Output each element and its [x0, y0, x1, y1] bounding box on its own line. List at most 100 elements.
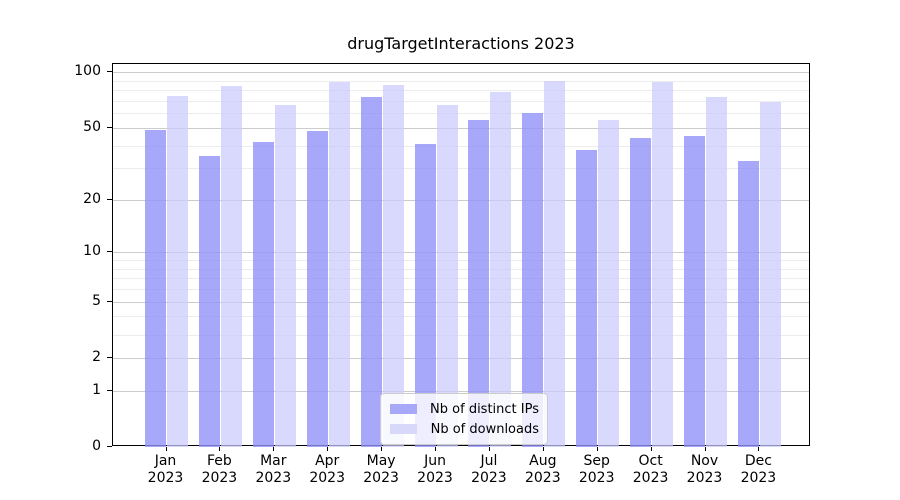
y-tick-label-20: 20	[83, 190, 101, 207]
bar-distinct-ips-mar	[252, 141, 274, 447]
x-tick-month: Nov	[690, 453, 719, 469]
gridline-major-20	[113, 199, 809, 201]
x-tick-label-dec: Dec 2023	[726, 453, 790, 487]
legend-swatch-downloads	[390, 424, 417, 434]
x-tick-mark-may	[381, 447, 383, 451]
gridline-minor-6	[113, 289, 809, 291]
gridline-major-2	[113, 357, 809, 359]
bar-distinct-ips-nov	[684, 136, 705, 447]
bar-distinct-ips-jul	[468, 120, 490, 447]
legend: Nb of distinct IPs Nb of downloads	[380, 393, 548, 445]
bar-distinct-ips-jan	[145, 129, 166, 447]
gridline-minor-90	[113, 80, 809, 82]
x-tick-label-jul: Jul 2023	[457, 453, 521, 487]
legend-label-distinct-ips: Nb of distinct IPs	[430, 401, 539, 417]
x-tick-label-nov: Nov 2023	[673, 453, 737, 487]
gridline-minor-7	[113, 278, 809, 280]
y-tick-label-0: 0	[92, 438, 101, 454]
x-tick-year: 2023	[471, 470, 507, 486]
bar-downloads-nov	[706, 96, 727, 447]
x-tick-label-apr: Apr 2023	[295, 453, 359, 487]
chart-title: drugTargetInteractions 2023	[347, 34, 575, 53]
bar-downloads-jan	[167, 95, 188, 447]
y-tick-label-5: 5	[92, 292, 101, 309]
bar-distinct-ips-feb	[198, 156, 220, 447]
gridline-minor-3	[113, 334, 809, 336]
x-tick-year: 2023	[201, 470, 238, 486]
x-tick-year: 2023	[417, 470, 453, 486]
x-tick-year: 2023	[255, 470, 292, 486]
bar-distinct-ips-aug	[522, 113, 544, 447]
x-tick-month: May	[366, 453, 396, 469]
legend-row-downloads: Nb of downloads	[390, 419, 539, 439]
gridline-major-5	[113, 301, 809, 303]
bar-distinct-ips-jun	[414, 143, 436, 447]
bar-distinct-ips-apr	[306, 131, 328, 447]
x-tick-label-feb: Feb 2023	[187, 453, 251, 487]
y-tick-label-1: 1	[92, 381, 101, 398]
gridline-minor-9	[113, 260, 809, 262]
gridline-major-100	[113, 72, 809, 74]
x-tick-month: Dec	[744, 453, 772, 469]
x-tick-label-may: May 2023	[349, 453, 413, 487]
x-tick-mark-aug	[542, 447, 544, 451]
y-tick-mark-20	[107, 198, 112, 200]
x-tick-mark-dec	[758, 447, 760, 451]
bars-layer	[113, 64, 809, 447]
bar-downloads-aug	[544, 80, 566, 447]
x-tick-year: 2023	[363, 470, 399, 486]
y-tick-mark-100	[107, 71, 112, 73]
x-tick-mark-sep	[596, 447, 598, 451]
y-tick-mark-0	[107, 446, 112, 447]
gridline-major-50	[113, 127, 809, 129]
x-tick-mark-oct	[650, 447, 652, 451]
gridline-minor-80	[113, 90, 809, 92]
x-tick-month: Feb	[206, 453, 232, 469]
bar-downloads-may	[382, 84, 404, 447]
x-tick-month: Aug	[529, 453, 557, 469]
x-tick-label-mar: Mar 2023	[241, 453, 305, 487]
bar-distinct-ips-oct	[630, 138, 652, 447]
gridline-major-1	[113, 390, 809, 392]
x-tick-mark-mar	[273, 447, 275, 451]
bar-downloads-jul	[490, 92, 512, 447]
y-tick-mark-50	[107, 126, 112, 128]
x-tick-month: Mar	[260, 453, 287, 469]
gridline-minor-30	[113, 168, 809, 170]
x-tick-year: 2023	[578, 470, 615, 486]
x-tick-mark-nov	[704, 447, 706, 451]
x-tick-mark-jun	[435, 447, 436, 451]
legend-swatch-distinct-ips	[390, 404, 417, 414]
bar-downloads-sep	[598, 120, 620, 447]
plot-area: Nb of distinct IPs Nb of downloads	[112, 63, 810, 447]
x-tick-month: Apr	[315, 453, 340, 469]
y-tick-mark-5	[107, 300, 112, 302]
bar-downloads-mar	[274, 104, 296, 447]
legend-label-downloads: Nb of downloads	[430, 421, 539, 437]
gridline-minor-70	[113, 101, 809, 102]
x-tick-year: 2023	[740, 470, 777, 486]
x-tick-label-jun: Jun 2023	[403, 453, 467, 487]
y-tick-label-2: 2	[92, 348, 101, 365]
bar-downloads-jun	[436, 104, 458, 447]
y-tick-mark-1	[107, 389, 112, 391]
y-tick-label-100: 100	[74, 63, 101, 80]
y-tick-label-10: 10	[83, 243, 101, 260]
bar-downloads-apr	[328, 81, 350, 447]
bar-downloads-feb	[220, 86, 242, 447]
gridline-minor-4	[113, 316, 809, 318]
y-tick-mark-10	[107, 251, 112, 253]
gridline-minor-8	[113, 268, 809, 270]
x-tick-mark-jul	[488, 447, 490, 451]
bar-downloads-dec	[759, 102, 781, 447]
x-tick-label-sep: Sep 2023	[565, 453, 629, 487]
bar-distinct-ips-dec	[737, 160, 759, 447]
legend-row-distinct-ips: Nb of distinct IPs	[390, 399, 539, 419]
x-tick-month: Jan	[154, 453, 177, 469]
gridline-major-10	[113, 252, 809, 254]
x-tick-year: 2023	[632, 470, 669, 486]
y-tick-mark-2	[107, 356, 112, 358]
gridline-minor-40	[113, 145, 809, 147]
bar-downloads-oct	[652, 81, 674, 447]
x-tick-mark-feb	[219, 447, 221, 451]
